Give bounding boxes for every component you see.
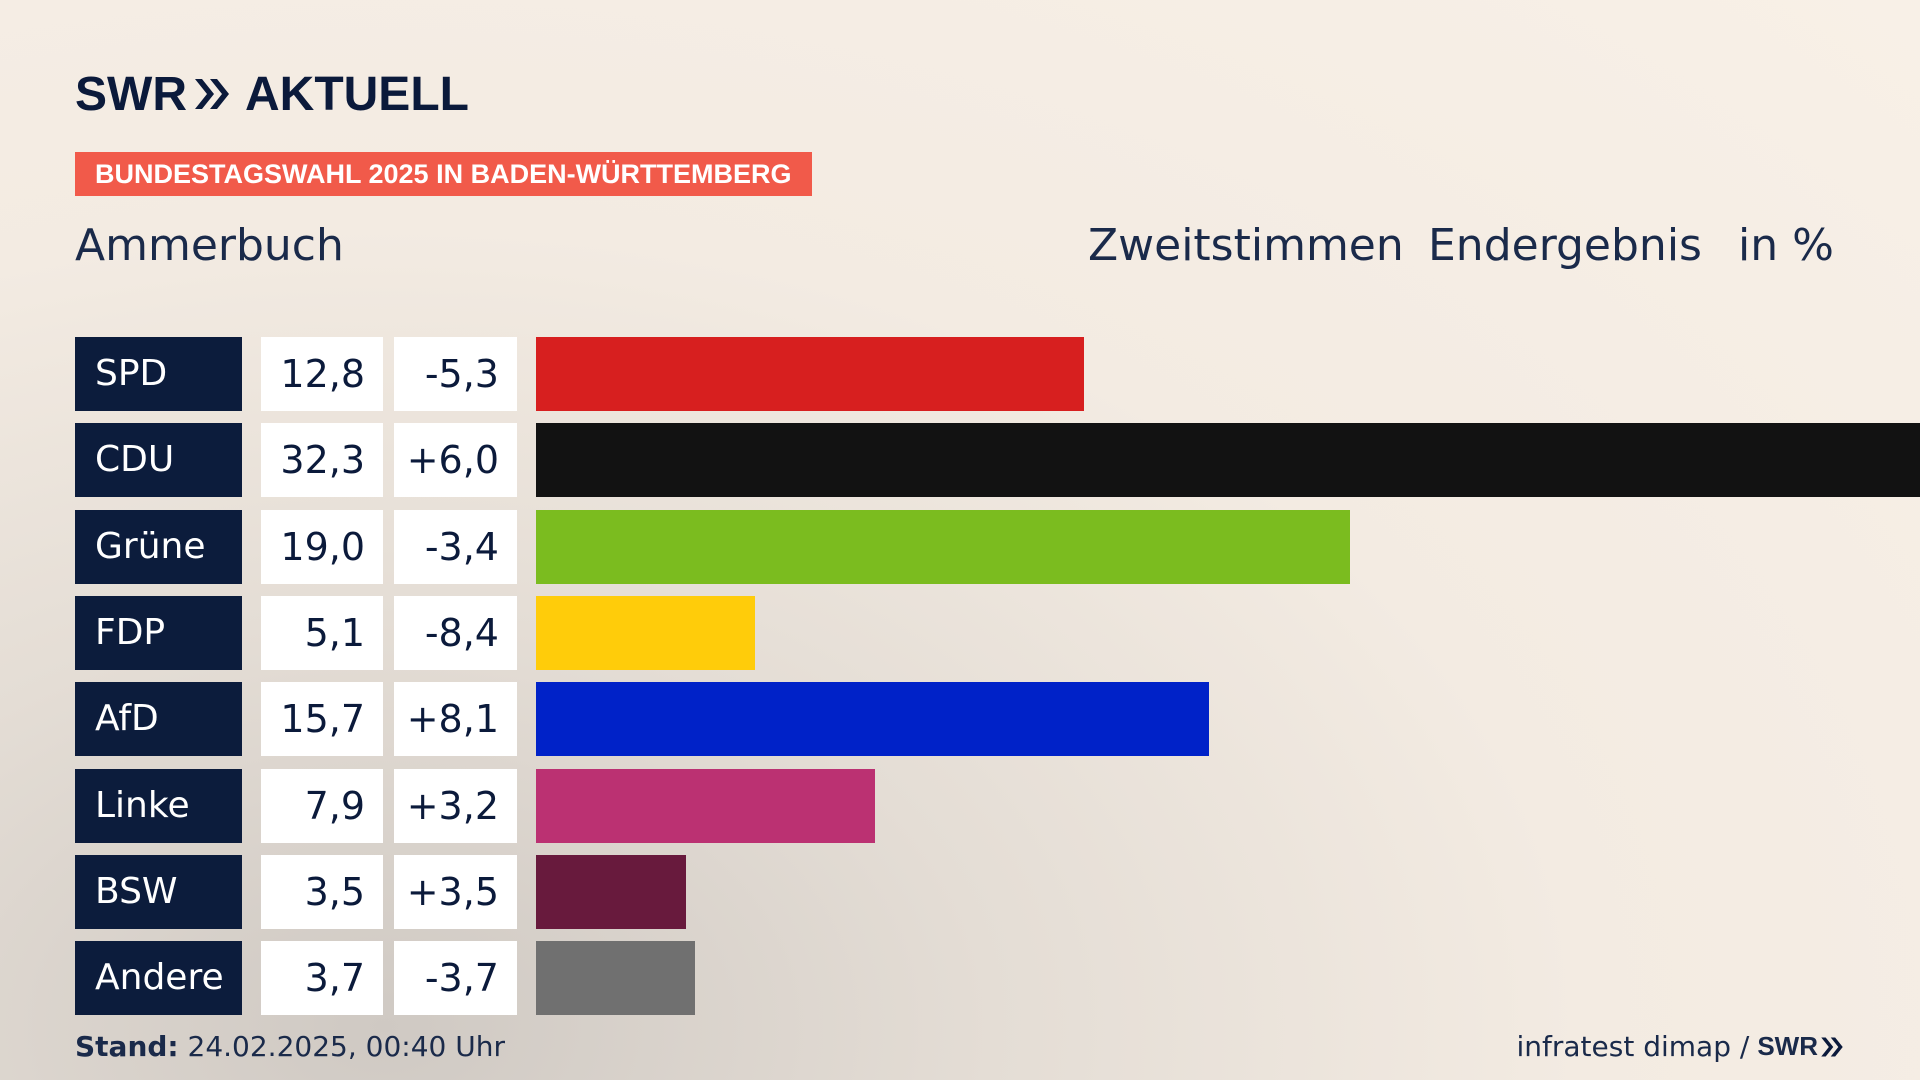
bar — [536, 769, 875, 843]
swr-aktuell-logo: SWR AKTUELL — [75, 66, 469, 122]
diff-label: +6,0 — [394, 423, 517, 497]
bar — [536, 510, 1350, 584]
diff-label: +3,5 — [394, 855, 517, 929]
bar — [536, 423, 1920, 497]
source-credit: infratest dimap / SWR — [1517, 1030, 1845, 1063]
party-label: Grüne — [75, 510, 242, 584]
bar — [536, 682, 1209, 756]
timestamp-label: Stand: — [75, 1030, 179, 1063]
election-banner: BUNDESTAGSWAHL 2025 IN BADEN-WÜRTTEMBERG — [75, 152, 812, 196]
small-logo-text: SWR — [1757, 1031, 1818, 1061]
header-endergebnis: Endergebnis — [1428, 220, 1702, 271]
party-label: CDU — [75, 423, 242, 497]
bar — [536, 337, 1084, 411]
party-label: Linke — [75, 769, 242, 843]
timestamp: Stand: 24.02.2025, 00:40 Uhr — [75, 1030, 505, 1063]
diff-label: -3,4 — [394, 510, 517, 584]
swr-small-logo: SWR — [1757, 1031, 1844, 1062]
diff-label: +3,2 — [394, 769, 517, 843]
diff-label: -8,4 — [394, 596, 517, 670]
value-label: 19,0 — [261, 510, 383, 584]
value-label: 3,7 — [261, 941, 383, 1015]
party-label: BSW — [75, 855, 242, 929]
value-label: 32,3 — [261, 423, 383, 497]
diff-label: -3,7 — [394, 941, 517, 1015]
place-title: Ammerbuch — [75, 220, 344, 271]
logo-aktuell-text: AKTUELL — [244, 67, 469, 121]
party-label: SPD — [75, 337, 242, 411]
bar — [536, 941, 695, 1015]
timestamp-value: 24.02.2025, 00:40 Uhr — [178, 1030, 505, 1063]
header-zweitstimmen: Zweitstimmen — [1088, 220, 1404, 271]
header-unit: in % — [1738, 220, 1834, 271]
source-text: infratest dimap / — [1516, 1030, 1750, 1063]
logo-swr-text: SWR — [75, 67, 187, 121]
value-label: 15,7 — [261, 682, 383, 756]
bar — [536, 596, 755, 670]
party-label: Andere — [75, 941, 242, 1015]
diff-label: -5,3 — [394, 337, 517, 411]
diff-label: +8,1 — [394, 682, 517, 756]
bar — [536, 855, 686, 929]
value-label: 12,8 — [261, 337, 383, 411]
value-label: 7,9 — [261, 769, 383, 843]
value-label: 3,5 — [261, 855, 383, 929]
party-label: AfD — [75, 682, 242, 756]
party-label: FDP — [75, 596, 242, 670]
value-label: 5,1 — [261, 596, 383, 670]
double-chevron-icon — [193, 77, 231, 111]
